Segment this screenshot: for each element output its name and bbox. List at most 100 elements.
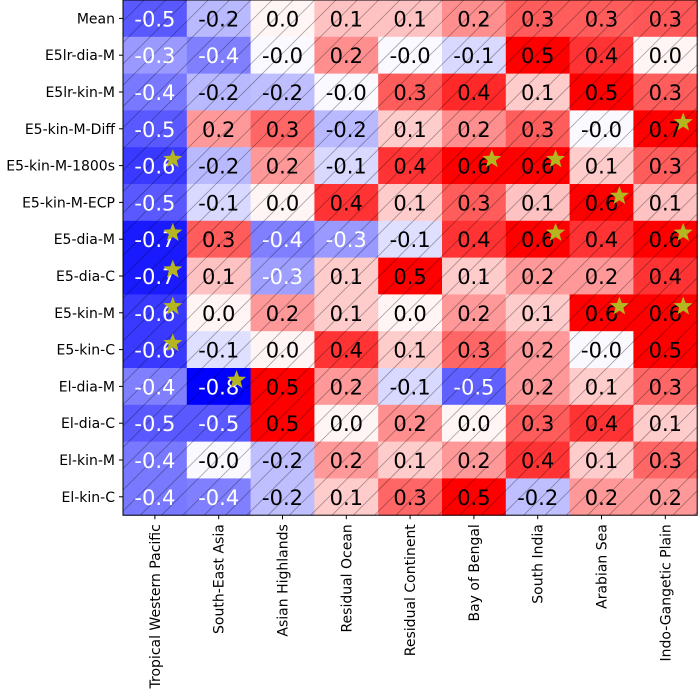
cell-value-label: 0.1 — [393, 118, 426, 142]
cell-value-label: 0.0 — [266, 7, 299, 31]
heatmap-cell — [633, 257, 698, 295]
cell-value-label: 0.1 — [393, 7, 426, 31]
cell-value-label: 0.1 — [649, 191, 682, 215]
cell-value-label: 0.2 — [521, 375, 554, 399]
column-label: Asian Highlands — [276, 524, 292, 636]
cell-value-label: 0.0 — [266, 191, 299, 215]
cell-value-label: 0.2 — [585, 265, 618, 289]
row-label: El-dia-M — [59, 379, 115, 395]
heatmap-cell — [505, 110, 571, 148]
cell-value-label: 0.4 — [649, 265, 682, 289]
heatmap-cell — [250, 73, 315, 111]
column-label: Bay of Bengal — [467, 524, 483, 621]
cell-value-label: -0.3 — [326, 228, 367, 252]
cell-value-label: 0.1 — [330, 486, 363, 510]
heatmap-cell — [314, 0, 379, 38]
heatmap-cell — [123, 0, 188, 38]
heatmap-cell — [314, 36, 379, 75]
cell-value-label: 0.6 — [521, 228, 554, 252]
cell-value-label: 0.5 — [266, 412, 299, 436]
heatmap-cell — [186, 73, 252, 111]
significance-star — [163, 259, 183, 278]
heatmap-cell — [569, 404, 634, 443]
cell-value-label: -0.5 — [453, 375, 494, 399]
heatmap-cell — [123, 73, 188, 111]
heatmap-cell — [250, 294, 315, 332]
cell-value-label: 0.4 — [330, 339, 363, 363]
heatmap-cell — [123, 478, 188, 516]
heatmap-cell — [250, 331, 315, 369]
significance-star — [673, 112, 693, 131]
cell-value-label: 0.5 — [521, 44, 554, 68]
heatmap-cell — [314, 294, 379, 332]
heatmap-cell — [569, 73, 634, 111]
cell-value-label: 0.2 — [521, 265, 554, 289]
cell-value-label: 0.2 — [330, 375, 363, 399]
cell-value-label: 0.3 — [457, 191, 490, 215]
hatch-overlay — [123, 0, 698, 516]
cell-value-label: 0.4 — [457, 81, 490, 105]
heatmap-cell — [186, 441, 252, 479]
cell-value-label: 0.1 — [585, 449, 618, 473]
cell-value-label: 0.0 — [393, 302, 426, 326]
heatmap-cell — [314, 368, 379, 406]
heatmap-cell — [314, 478, 379, 516]
cell-value-label: 0.4 — [585, 412, 618, 436]
cell-value-label: 0.2 — [393, 412, 426, 436]
cell-value-label: -0.0 — [581, 118, 622, 142]
heatmap-cell — [314, 404, 379, 443]
heatmap-cell — [569, 147, 634, 185]
row-label: E5-kin-M — [54, 306, 115, 322]
heatmap-cell — [505, 478, 571, 516]
heatmap-cell — [442, 220, 507, 259]
heatmap-cell — [186, 331, 252, 369]
cell-value-label: -0.0 — [581, 339, 622, 363]
heatmap-cell — [378, 36, 443, 75]
significance-star — [227, 370, 247, 389]
cell-value-label: 0.3 — [202, 228, 235, 252]
cell-value-label: 0.1 — [521, 81, 554, 105]
heatmap-cell — [250, 404, 315, 443]
significance-star — [482, 149, 502, 168]
heatmap-cell — [378, 478, 443, 516]
cell-value-label: -0.0 — [390, 44, 431, 68]
column-label: Tropical Western Pacific — [148, 524, 164, 689]
row-label: E5lr-kin-M — [45, 85, 115, 101]
cell-value-label: 0.3 — [521, 7, 554, 31]
cell-value-label: -0.5 — [134, 191, 175, 215]
cell-value-label: -0.1 — [390, 375, 431, 399]
cell-value-label: 0.2 — [521, 339, 554, 363]
cell-value-label: 0.1 — [585, 155, 618, 179]
cell-value-label: 0.7 — [649, 118, 682, 142]
heatmap-cell — [569, 257, 634, 295]
cell-value-label: 0.1 — [457, 265, 490, 289]
cell-value-label: 0.6 — [649, 228, 682, 252]
cell-value-label: 0.5 — [457, 486, 490, 510]
heatmap-cell — [505, 441, 571, 479]
cell-value-label: -0.2 — [326, 118, 367, 142]
cell-value-label: -0.2 — [198, 7, 239, 31]
cell-value-label: -0.3 — [134, 44, 175, 68]
cell-value-label: -0.1 — [198, 191, 239, 215]
heatmap-cell — [250, 441, 315, 479]
heatmap-cell — [123, 110, 188, 148]
heatmap-cell — [378, 184, 443, 222]
heatmap-cell — [505, 368, 571, 406]
cell-value-label: 0.5 — [649, 339, 682, 363]
row-label: E5-kin-M-1800s — [6, 159, 115, 175]
column-label: Arabian Sea — [595, 524, 611, 609]
cell-value-label: -0.1 — [390, 228, 431, 252]
heatmap-cell — [186, 0, 252, 38]
heatmap-cell — [250, 147, 315, 185]
heatmap-cell — [378, 73, 443, 111]
row-label: E5-dia-M — [54, 232, 115, 248]
cell-value-label: 0.1 — [393, 191, 426, 215]
cell-value-label: -0.0 — [262, 44, 303, 68]
heatmap-cell — [186, 184, 252, 222]
heatmap-cell — [442, 0, 507, 38]
cell-value-label: -0.2 — [198, 81, 239, 105]
heatmap-cell — [314, 73, 379, 111]
column-label: South India — [531, 524, 547, 604]
heatmap-cell — [633, 331, 698, 369]
